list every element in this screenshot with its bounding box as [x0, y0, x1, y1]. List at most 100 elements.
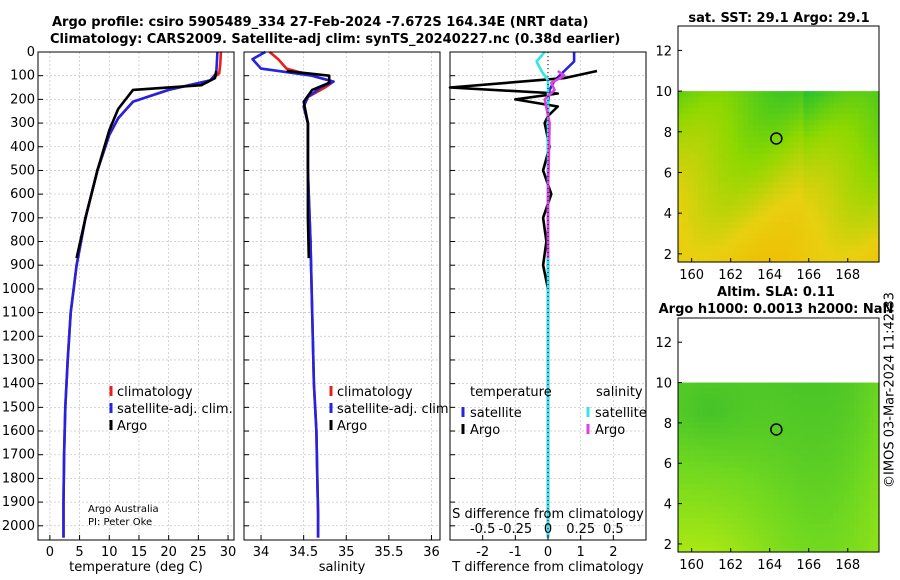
map-cell [853, 388, 860, 395]
map-cell [698, 165, 704, 172]
map-cell [778, 205, 785, 212]
map-cell [728, 216, 734, 223]
map-cell [693, 239, 699, 246]
map-cell [703, 444, 709, 451]
map-cell [693, 518, 699, 525]
map-cell [823, 540, 830, 547]
map-cell [858, 546, 865, 553]
map-cell [843, 484, 850, 491]
map-cell [793, 478, 800, 485]
map-cell [753, 193, 760, 200]
argo-position-marker [770, 423, 783, 436]
map-cell [743, 239, 749, 246]
map-cell [743, 484, 749, 491]
map-cell [793, 108, 800, 115]
map-cell [763, 125, 770, 132]
map-cell [693, 495, 699, 502]
map-cell [838, 388, 845, 395]
map-cell [773, 170, 780, 178]
map-cell [713, 410, 719, 418]
map-cell [848, 199, 855, 206]
map-cell [703, 529, 709, 536]
map-cell [813, 405, 820, 412]
map-cell [778, 433, 785, 440]
map-cell [838, 130, 845, 138]
map-cell [793, 512, 800, 519]
map-cell [678, 199, 684, 206]
map-cell [818, 170, 825, 178]
map-cell [873, 501, 880, 508]
map-cell [803, 187, 810, 195]
map-cell [753, 216, 760, 223]
map-cell [703, 233, 709, 240]
map-cell [778, 484, 785, 491]
map-cell [758, 125, 765, 132]
map-cell [843, 518, 850, 525]
map-cell [678, 176, 684, 183]
map-cell [698, 187, 704, 195]
map-cell [868, 205, 875, 212]
map-cell [703, 165, 709, 172]
map-cell [753, 399, 760, 406]
map-cell [718, 529, 724, 536]
map-cell [808, 96, 815, 104]
map-cell [798, 182, 805, 189]
map-cell [848, 506, 855, 514]
map-cell [868, 130, 875, 138]
map-cell [743, 205, 749, 212]
map-cell [678, 239, 684, 246]
map-cell [863, 433, 870, 440]
map-cell [708, 506, 714, 514]
map-cell [783, 222, 790, 229]
map-cell [818, 410, 825, 418]
map-cell [828, 153, 835, 161]
map-cell [858, 478, 865, 485]
map-cell [788, 153, 795, 161]
map-cell [818, 506, 825, 514]
map-cell [713, 210, 719, 218]
map-cell [838, 433, 845, 440]
map-cell [708, 455, 714, 463]
map-cell [678, 529, 684, 536]
map-cell [748, 523, 754, 531]
map-cell [828, 96, 835, 104]
map-cell [698, 388, 704, 395]
map-cell [748, 96, 754, 104]
map-cell [858, 113, 865, 121]
map-cell [773, 187, 780, 195]
map-cell [838, 91, 845, 98]
map-cell [708, 478, 714, 485]
map-cell [773, 199, 780, 206]
map-cell [848, 393, 855, 401]
map-cell [768, 501, 775, 508]
map-cell [763, 382, 770, 389]
x-tick-label: 25 [190, 545, 207, 560]
map-cell [753, 523, 760, 531]
map-cell [763, 523, 770, 531]
map-cell [758, 433, 765, 440]
map-cell [833, 501, 840, 508]
map-cell [868, 433, 875, 440]
map-cell [768, 467, 775, 474]
map-cell [733, 410, 739, 418]
map-cell [758, 176, 765, 183]
map-cell [833, 495, 840, 502]
map-cell [778, 102, 785, 109]
map-cell [678, 233, 684, 240]
map-cell [778, 170, 785, 178]
map-cell [708, 125, 714, 132]
map-cell [793, 393, 800, 401]
map-cell [748, 484, 754, 491]
map-cell [873, 187, 880, 195]
map-cell [748, 125, 754, 132]
map-cell [743, 427, 749, 434]
map-cell [768, 444, 775, 451]
x-axis-label: temperature (deg C) [69, 560, 203, 575]
map-cell [753, 495, 760, 502]
map-cell [728, 165, 734, 172]
map-cell [813, 388, 820, 395]
map-cell [728, 506, 734, 514]
map-cell [703, 489, 709, 497]
map-cell [803, 405, 810, 412]
map-cell [783, 393, 790, 401]
